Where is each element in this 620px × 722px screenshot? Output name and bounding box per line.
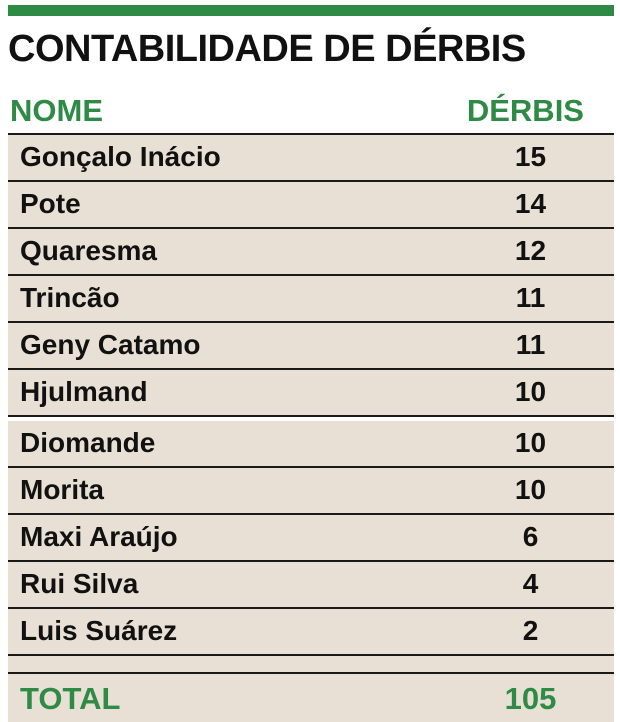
table-row: Geny Catamo 11 <box>8 323 614 370</box>
player-name: Rui Silva <box>20 568 139 599</box>
player-name: Trincão <box>20 282 120 313</box>
derbis-count: 11 <box>515 329 546 360</box>
column-header-derbis: DÉRBIS <box>466 93 584 128</box>
derbis-count: 4 <box>522 568 539 599</box>
player-name: Geny Catamo <box>20 329 201 360</box>
player-name: Luis Suárez <box>20 615 178 646</box>
table-row: Quaresma 12 <box>8 229 614 276</box>
table-row: Luis Suárez 2 <box>8 609 614 656</box>
table-row: Hjulmand 10 <box>8 370 614 417</box>
derbis-count: 15 <box>514 141 547 172</box>
table-row: Trincão 11 <box>8 276 614 323</box>
table-row: Pote 14 <box>8 182 614 229</box>
player-name: Diomande <box>20 427 156 458</box>
derbis-count: 6 <box>522 521 539 552</box>
derbis-count: 10 <box>514 427 547 458</box>
derbis-count: 10 <box>514 376 547 407</box>
table-header: NOME DÉRBIS <box>8 93 614 133</box>
player-name: Quaresma <box>20 235 157 266</box>
page-title: CONTABILIDADE DE DÉRBIS <box>8 28 526 70</box>
player-name: Morita <box>20 474 104 505</box>
player-name: Maxi Araújo <box>20 521 178 552</box>
table-row: Rui Silva 4 <box>8 562 614 609</box>
table-row: Diomande 10 <box>8 421 614 468</box>
derbis-count: 2 <box>522 615 539 646</box>
total-row: TOTAL 105 <box>8 674 614 722</box>
table-row: Gonçalo Inácio 15 <box>8 135 614 182</box>
table-row: Morita 10 <box>8 468 614 515</box>
top-accent-bar <box>8 5 614 16</box>
total-value: 105 <box>504 681 557 716</box>
table-spacer <box>8 656 614 674</box>
derbis-count: 12 <box>514 235 547 266</box>
total-label: TOTAL <box>20 681 121 716</box>
column-header-name: NOME <box>10 93 103 128</box>
derbis-count: 10 <box>514 474 547 505</box>
derbis-table: Gonçalo Inácio 15 Pote 14 Quaresma 12 Tr… <box>8 133 614 722</box>
derbis-count: 14 <box>514 188 547 219</box>
player-name: Pote <box>20 188 81 219</box>
player-name: Hjulmand <box>20 376 148 407</box>
player-name: Gonçalo Inácio <box>20 141 221 172</box>
table-row: Maxi Araújo 6 <box>8 515 614 562</box>
derbis-count: 11 <box>515 282 546 313</box>
